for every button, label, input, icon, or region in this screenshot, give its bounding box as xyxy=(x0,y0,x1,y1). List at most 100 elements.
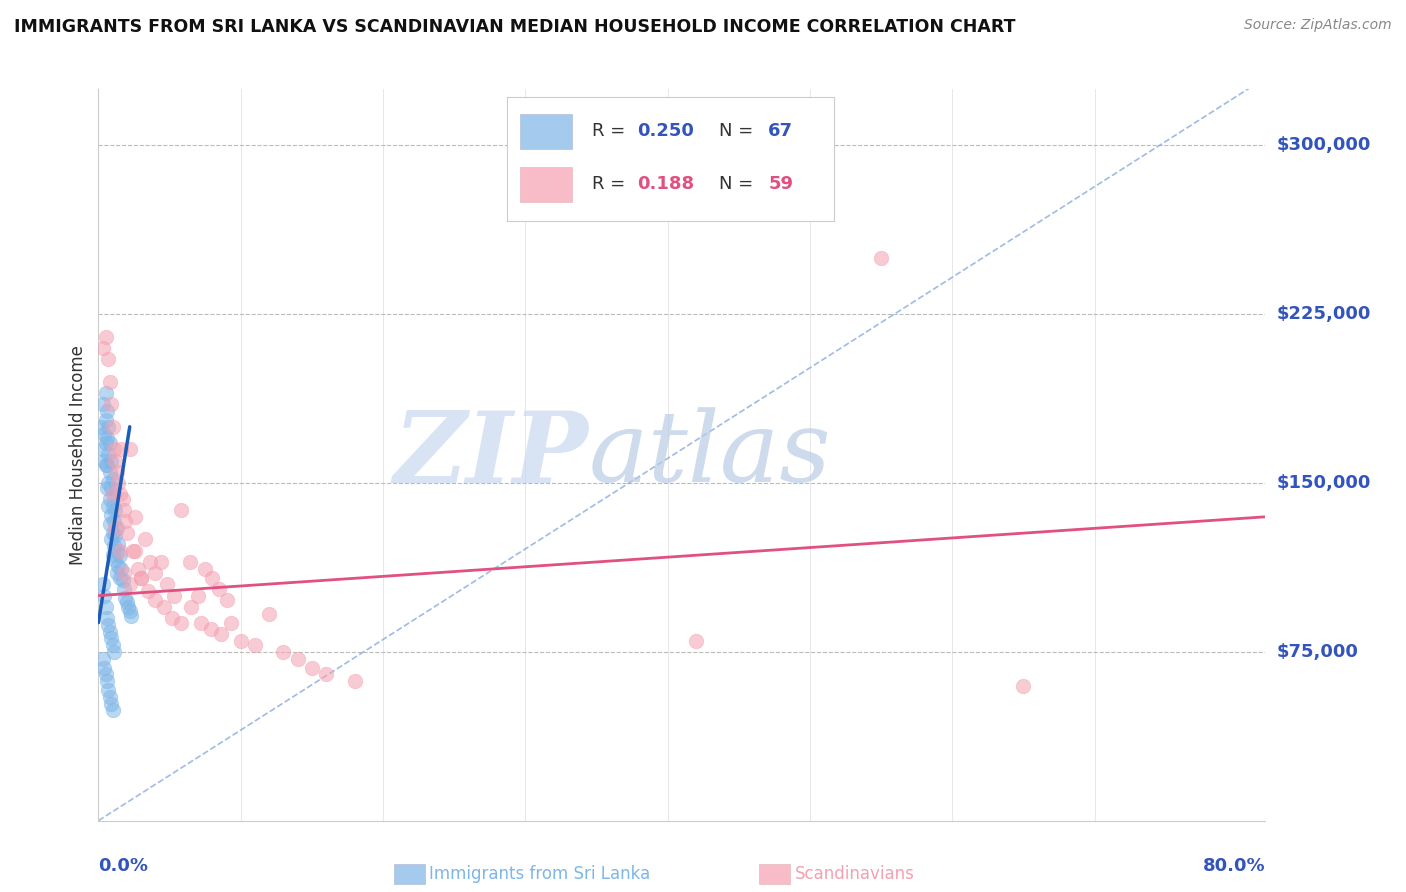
Point xyxy=(162,611,184,625)
Point xyxy=(105,543,128,558)
Point xyxy=(93,453,115,467)
Point xyxy=(107,559,129,574)
Point xyxy=(1012,679,1035,693)
Point xyxy=(94,413,117,427)
Point xyxy=(179,555,201,569)
Point xyxy=(187,589,209,603)
Point xyxy=(208,582,231,596)
Point xyxy=(101,487,124,501)
Point xyxy=(136,584,159,599)
Point xyxy=(93,589,115,603)
Point xyxy=(110,442,132,457)
Point xyxy=(170,503,193,517)
Point xyxy=(101,525,124,540)
Point xyxy=(98,491,121,506)
Point xyxy=(96,481,118,495)
Point xyxy=(98,516,121,531)
Text: atlas: atlas xyxy=(589,408,831,502)
Point xyxy=(91,577,114,591)
Point xyxy=(104,552,127,566)
Point xyxy=(138,555,160,569)
Point xyxy=(93,426,115,441)
Point xyxy=(91,341,114,355)
Point xyxy=(98,375,121,389)
Text: 80.0%: 80.0% xyxy=(1202,857,1265,875)
Point xyxy=(104,521,127,535)
Text: IMMIGRANTS FROM SRI LANKA VS SCANDINAVIAN MEDIAN HOUSEHOLD INCOME CORRELATION CH: IMMIGRANTS FROM SRI LANKA VS SCANDINAVIA… xyxy=(14,18,1015,36)
Text: 0.0%: 0.0% xyxy=(98,857,149,875)
Point xyxy=(104,453,127,467)
Point xyxy=(229,633,252,648)
Point xyxy=(100,632,122,646)
Point xyxy=(118,577,141,591)
Point xyxy=(101,638,124,652)
Point xyxy=(101,419,124,434)
Point xyxy=(115,595,138,609)
Point xyxy=(112,503,135,517)
Point xyxy=(103,645,125,659)
Point xyxy=(301,660,323,674)
Point xyxy=(101,703,124,717)
Point xyxy=(107,476,129,491)
Point xyxy=(194,561,217,575)
Point xyxy=(215,593,238,607)
Point xyxy=(101,548,124,562)
Point xyxy=(120,608,142,623)
Point xyxy=(91,651,114,665)
Point xyxy=(114,591,136,605)
Point xyxy=(343,674,366,689)
Point xyxy=(97,683,120,698)
Point xyxy=(170,615,193,630)
Point xyxy=(143,593,166,607)
Point xyxy=(103,442,125,457)
Point xyxy=(94,435,117,450)
Point xyxy=(104,503,127,517)
Point xyxy=(134,533,156,547)
Point xyxy=(190,615,212,630)
Y-axis label: Median Household Income: Median Household Income xyxy=(69,345,87,565)
Point xyxy=(127,561,149,575)
Point xyxy=(257,607,280,621)
Point xyxy=(201,571,224,585)
Point xyxy=(100,397,122,411)
Point xyxy=(685,633,707,648)
Point xyxy=(153,599,176,614)
Point xyxy=(114,514,136,528)
Point xyxy=(111,573,134,587)
Point xyxy=(118,442,141,457)
Text: Immigrants from Sri Lanka: Immigrants from Sri Lanka xyxy=(429,865,650,883)
Point xyxy=(112,582,135,596)
Text: $75,000: $75,000 xyxy=(1277,643,1358,661)
Point xyxy=(96,431,118,445)
Point xyxy=(209,627,232,641)
Point xyxy=(101,499,124,513)
Text: $150,000: $150,000 xyxy=(1277,474,1371,492)
Point xyxy=(94,386,117,401)
Point xyxy=(129,571,152,585)
Point xyxy=(98,690,121,704)
Point xyxy=(96,674,118,689)
Point xyxy=(100,697,122,711)
Point xyxy=(94,458,117,472)
Text: ZIP: ZIP xyxy=(394,407,589,503)
Point xyxy=(273,645,295,659)
Point xyxy=(118,604,141,618)
Point xyxy=(124,543,146,558)
Point xyxy=(870,251,893,265)
Point xyxy=(98,435,121,450)
Point xyxy=(104,528,127,542)
Point xyxy=(110,561,132,575)
Point xyxy=(150,555,173,569)
Point xyxy=(97,617,120,632)
Point xyxy=(97,499,120,513)
Point xyxy=(100,481,122,495)
Point xyxy=(115,525,138,540)
Point xyxy=(163,589,186,603)
Point xyxy=(200,623,222,637)
Point xyxy=(97,419,120,434)
Text: $225,000: $225,000 xyxy=(1277,305,1371,323)
Point xyxy=(108,487,131,501)
Point xyxy=(243,638,266,652)
Point xyxy=(315,667,337,681)
Point xyxy=(100,508,122,522)
